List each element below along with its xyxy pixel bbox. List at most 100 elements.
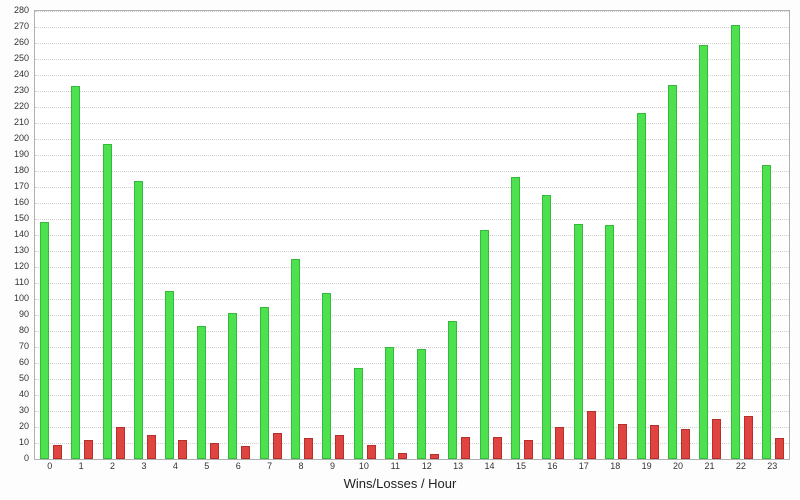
bar-wins-hour-17 [573,223,583,459]
gridline [35,411,789,412]
bar-wins-hour-1 [71,86,81,459]
bar-wins-hour-2 [102,143,112,459]
y-tick-label: 50 [18,373,29,383]
x-tick-label: 9 [329,461,335,471]
bar-wins-hour-6 [228,313,238,459]
x-tick-label: 12 [421,461,432,471]
bar-losses-hour-3 [146,435,156,459]
bar-wins-hour-9 [322,292,332,459]
bar-wins-hour-3 [133,180,143,459]
y-tick-label: 130 [13,245,29,255]
y-tick-label: 40 [18,389,29,399]
bar-wins-hour-12 [416,348,426,459]
bar-losses-hour-9 [335,435,345,459]
y-tick-label: 200 [13,133,29,143]
x-tick-label: 20 [673,461,684,471]
gridline [35,363,789,364]
x-tick-label: 10 [358,461,369,471]
bar-wins-hour-18 [605,225,615,459]
bar-losses-hour-4 [178,439,188,459]
y-tick-label: 20 [18,421,29,431]
x-tick-label: 22 [735,461,746,471]
gridline [35,187,789,188]
gridline [35,75,789,76]
y-tick-label: 90 [18,309,29,319]
y-tick-label: 180 [13,165,29,175]
bar-wins-hour-0 [39,222,49,459]
bar-wins-hour-15 [510,177,520,459]
bar-losses-hour-16 [555,427,565,459]
x-tick-label: 23 [767,461,778,471]
gridline [35,203,789,204]
gridline [35,107,789,108]
gridline [35,139,789,140]
y-tick-label: 230 [13,85,29,95]
x-tick-label: 6 [235,461,241,471]
bar-losses-hour-10 [366,444,376,459]
y-tick-label: 270 [13,21,29,31]
x-tick-label: 2 [110,461,116,471]
y-tick-label: 30 [18,405,29,415]
bar-losses-hour-8 [304,438,314,459]
bar-losses-hour-13 [461,436,471,459]
bar-losses-hour-1 [84,439,94,459]
bar-losses-hour-21 [712,419,722,459]
y-tick-label: 280 [13,5,29,15]
y-tick-label: 120 [13,261,29,271]
gridline [35,347,789,348]
bar-losses-hour-5 [209,443,219,459]
y-tick-label: 190 [13,149,29,159]
bar-wins-hour-10 [353,367,363,459]
y-tick-label: 160 [13,197,29,207]
x-tick-label: 17 [578,461,589,471]
gridline [35,395,789,396]
bar-losses-hour-17 [586,411,596,459]
gridline [35,123,789,124]
gridline [35,315,789,316]
bar-wins-hour-21 [699,44,709,459]
x-tick-label: 7 [267,461,273,471]
gridline [35,219,789,220]
y-tick-label: 60 [18,357,29,367]
gridline [35,427,789,428]
x-tick-label: 14 [484,461,495,471]
bar-losses-hour-11 [398,452,408,459]
y-tick-label: 210 [13,117,29,127]
bar-losses-hour-23 [775,438,785,459]
x-tick-label: 15 [515,461,526,471]
bar-wins-hour-11 [385,347,395,459]
y-tick-label: 100 [13,293,29,303]
gridline [35,379,789,380]
gridline [35,91,789,92]
x-tick-label: 3 [141,461,147,471]
x-tick-label: 5 [204,461,210,471]
bar-losses-hour-22 [743,415,753,459]
bar-wins-hour-20 [668,84,678,459]
bar-wins-hour-22 [730,25,740,459]
y-tick-label: 260 [13,37,29,47]
x-tick-label: 1 [78,461,84,471]
bar-wins-hour-13 [448,321,458,459]
bar-losses-hour-18 [618,423,628,459]
bar-losses-hour-6 [241,446,251,459]
y-axis: 0 10 20 30 40 50 60 70 80 90 100 110 120 130 140 150 160… [0,0,31,500]
bar-wins-hour-5 [196,326,206,459]
gridline [35,155,789,156]
y-tick-label: 80 [18,325,29,335]
bar-wins-hour-19 [636,113,646,459]
x-tick-label: 11 [390,461,400,471]
x-tick-label: 21 [704,461,715,471]
gridline [35,283,789,284]
x-tick-label: 19 [641,461,652,471]
gridline [35,331,789,332]
y-tick-label: 250 [13,53,29,63]
bar-losses-hour-12 [429,454,439,459]
bar-losses-hour-0 [52,444,62,459]
y-tick-label: 240 [13,69,29,79]
y-tick-label: 10 [18,437,29,447]
x-tick-label: 18 [610,461,621,471]
bar-losses-hour-20 [681,428,691,459]
x-tick-label: 16 [547,461,558,471]
gridline [35,443,789,444]
bar-losses-hour-14 [492,436,502,459]
